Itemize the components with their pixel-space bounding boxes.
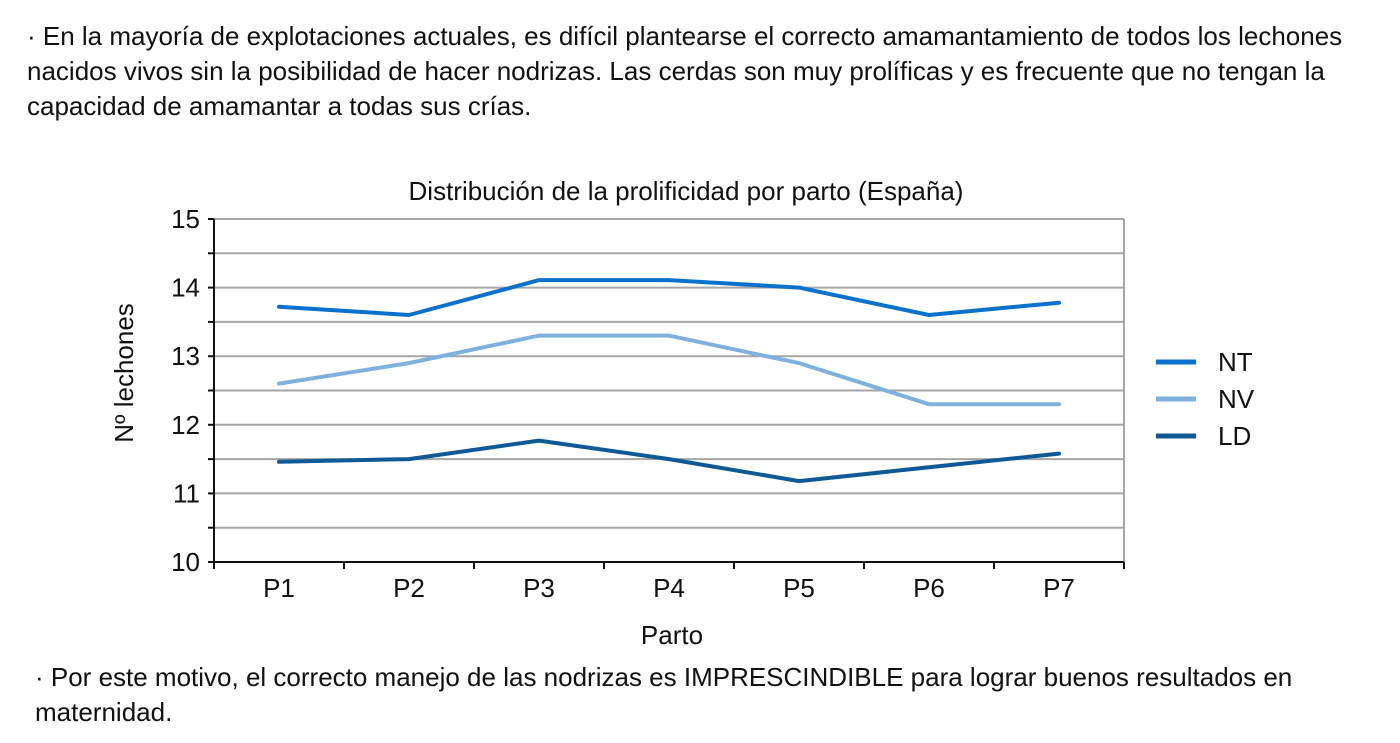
x-tick-label: P7	[1043, 573, 1075, 603]
y-tick-label: 13	[171, 341, 200, 371]
chart-title: Distribución de la prolificidad por part…	[409, 176, 964, 206]
chart-gridlines	[214, 218, 1125, 562]
legend-label-nt: NT	[1218, 347, 1253, 377]
series-line-nv	[277, 333, 1061, 407]
y-axis-label: Nº lechones	[109, 303, 139, 443]
y-tick-label: 10	[171, 547, 200, 577]
x-axis-ticks: P1 P2 P3 P4 P5 P6 P7	[213, 562, 1125, 603]
x-axis-label: Parto	[641, 620, 703, 650]
x-tick-label: P6	[913, 573, 945, 603]
series-line-nt	[277, 278, 1061, 317]
conclusion-paragraph: · Por este motivo, el correcto manejo de…	[35, 662, 1293, 727]
y-tick-label: 11	[173, 478, 200, 508]
chart-legend: NT NV LD	[1156, 347, 1255, 451]
y-tick-label: 12	[171, 410, 200, 440]
legend-label-nv: NV	[1218, 384, 1255, 414]
y-tick-label: 15	[171, 204, 200, 234]
legend-label-ld: LD	[1218, 421, 1251, 451]
x-tick-label: P1	[263, 573, 295, 603]
intro-paragraph: · En la mayoría de explotaciones actuale…	[27, 21, 1343, 121]
x-tick-label: P2	[393, 573, 425, 603]
x-tick-label: P4	[653, 573, 685, 603]
y-axis-ticks: 10 11 12 13 14 15	[171, 204, 214, 577]
series-line-ld	[277, 438, 1061, 484]
x-tick-label: P5	[783, 573, 815, 603]
x-tick-label: P3	[523, 573, 555, 603]
y-tick-label: 14	[171, 273, 200, 303]
chart-series-lines	[277, 278, 1061, 484]
